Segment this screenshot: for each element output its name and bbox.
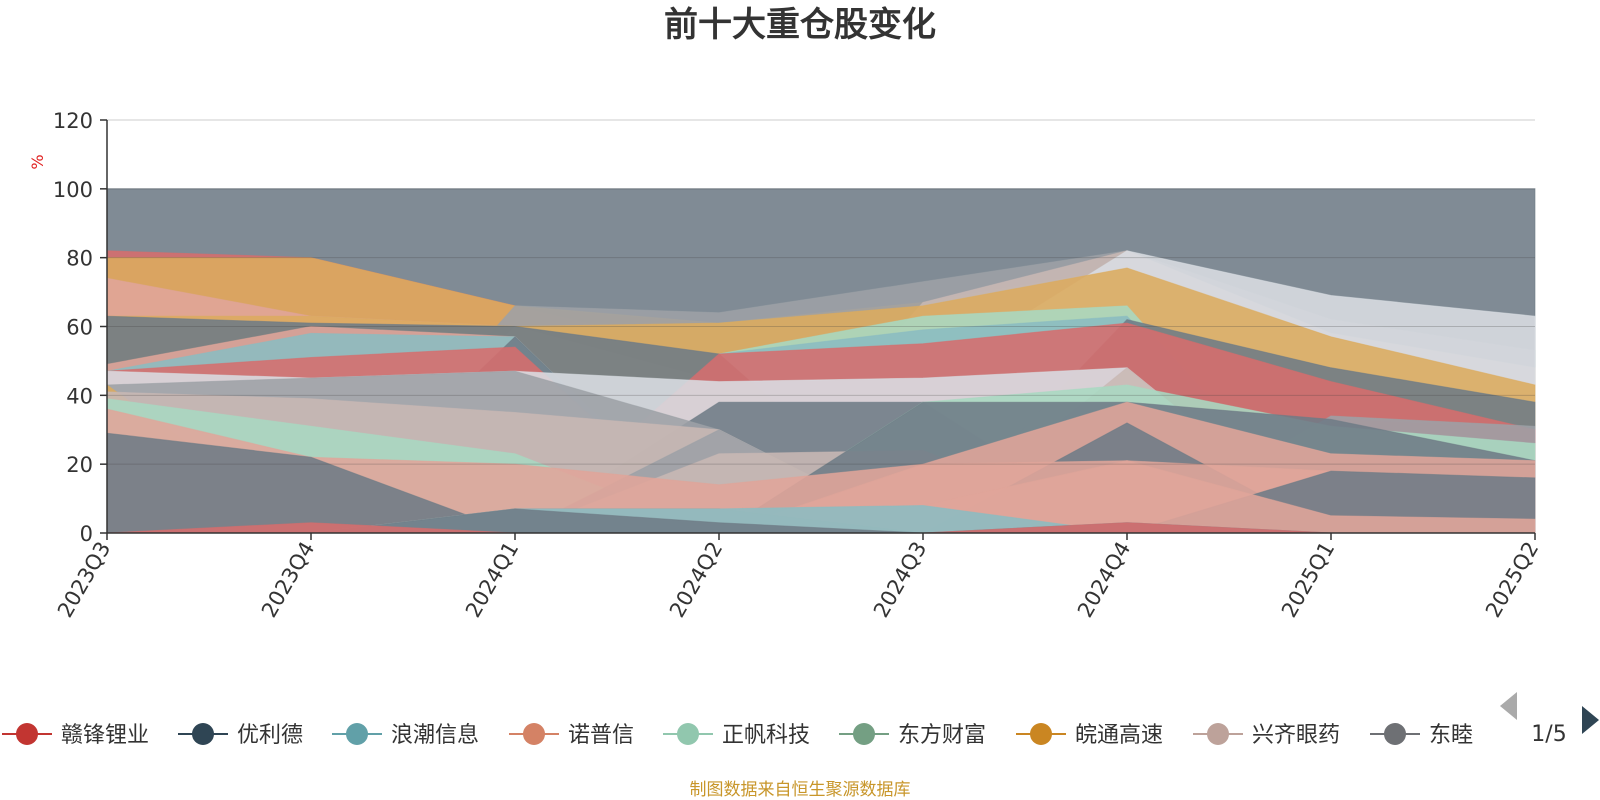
- triangle-right-icon[interactable]: [1582, 706, 1599, 734]
- y-tick-label: 0: [80, 522, 93, 546]
- x-tick-label: 2024Q3: [869, 538, 931, 622]
- chart-title: 前十大重仓股变化: [664, 5, 936, 45]
- legend-item[interactable]: 浪潮信息: [332, 723, 479, 748]
- legend-label: 兴齐眼药: [1252, 723, 1340, 748]
- legend-item[interactable]: 优利德: [178, 723, 303, 748]
- y-tick-label: 120: [53, 109, 93, 133]
- legend-marker: [192, 723, 214, 745]
- legend-item[interactable]: 兴齐眼药: [1193, 723, 1340, 748]
- y-axis-unit: %: [28, 154, 47, 169]
- legend-label: 皖通高速: [1075, 723, 1163, 748]
- legend-item[interactable]: 赣锋锂业: [2, 723, 149, 748]
- legend-label: 正帆科技: [722, 723, 810, 748]
- legend-label: 东方财富: [898, 723, 986, 748]
- legend-label: 浪潮信息: [391, 723, 479, 748]
- y-tick-label: 80: [66, 247, 93, 271]
- legend-item[interactable]: 皖通高速: [1016, 723, 1163, 748]
- legend-label: 东睦: [1429, 723, 1473, 748]
- x-tick-label: 2025Q2: [1481, 538, 1543, 622]
- x-tick-label: 2024Q1: [461, 538, 523, 622]
- legend-marker: [1207, 723, 1229, 745]
- legend-marker: [677, 723, 699, 745]
- legend: 赣锋锂业 优利德 浪潮信息 诺普信 正帆科技 东方财富 皖通高速 兴齐眼药 东睦: [2, 723, 1473, 748]
- legend-marker: [523, 723, 545, 745]
- x-tick-label: 2023Q3: [53, 538, 115, 622]
- x-tick-labels: 2023Q3 2023Q4 2024Q1 2024Q2 2024Q3 2024Q4 2025…: [53, 538, 1543, 622]
- legend-label: 优利德: [237, 723, 303, 748]
- legend-marker: [16, 723, 38, 745]
- y-tick-label: 20: [66, 453, 93, 477]
- x-tick-label: 2025Q1: [1277, 538, 1339, 622]
- x-tick-label: 2024Q4: [1073, 538, 1135, 622]
- x-tick-label: 2023Q4: [257, 538, 319, 622]
- legend-item[interactable]: 正帆科技: [663, 723, 810, 748]
- data-source-note: 制图数据来自恒生聚源数据库: [690, 780, 911, 800]
- y-tick-labels: 0 20 40 60 80 100 120: [53, 109, 93, 546]
- legend-marker: [853, 723, 875, 745]
- axes: [100, 119, 1536, 540]
- legend-page-indicator: 1/5: [1531, 722, 1566, 747]
- grid-lines: [107, 119, 1535, 465]
- legend-item[interactable]: 东方财富: [839, 723, 986, 748]
- y-tick-label: 100: [53, 178, 93, 202]
- legend-item[interactable]: 东睦: [1370, 723, 1473, 748]
- legend-label: 赣锋锂业: [61, 723, 149, 748]
- legend-marker: [346, 723, 368, 745]
- y-tick-label: 40: [66, 384, 93, 408]
- triangle-left-icon[interactable]: [1500, 692, 1517, 720]
- legend-marker: [1030, 723, 1052, 745]
- legend-marker: [1384, 723, 1406, 745]
- plot-areas: [106, 188, 1536, 534]
- legend-label: 诺普信: [568, 723, 634, 748]
- y-tick-label: 60: [66, 316, 93, 340]
- legend-item[interactable]: 诺普信: [509, 723, 634, 748]
- x-tick-label: 2024Q2: [665, 538, 727, 622]
